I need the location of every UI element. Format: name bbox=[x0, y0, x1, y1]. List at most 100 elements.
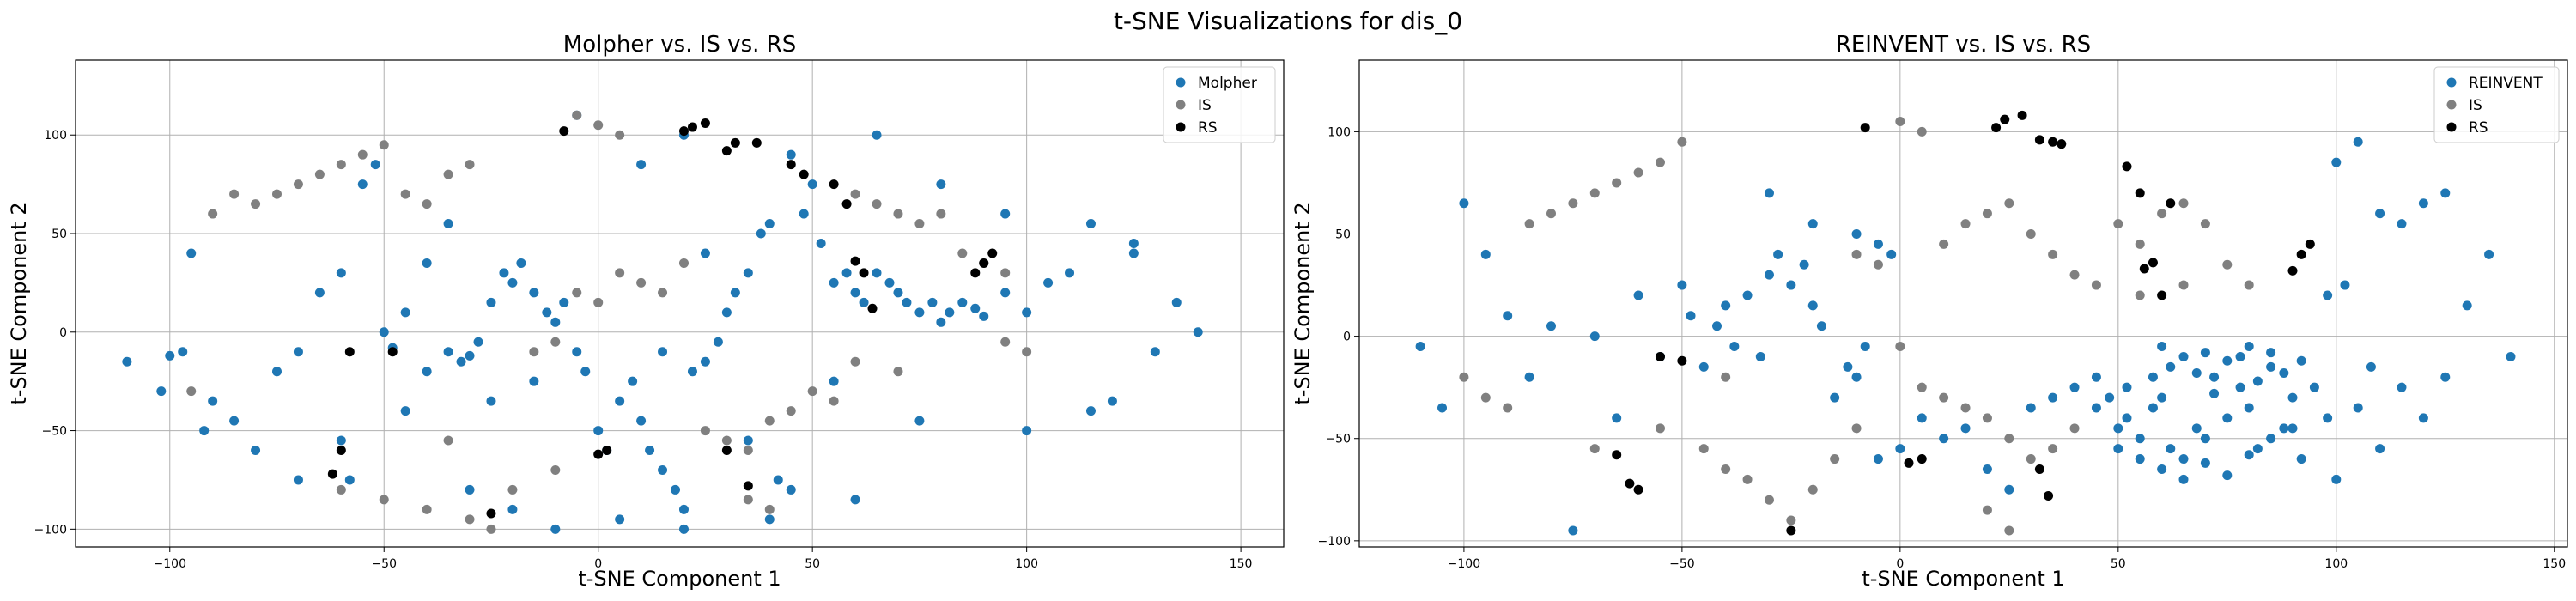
point-is bbox=[1851, 423, 1862, 434]
point-molpher bbox=[1128, 248, 1139, 258]
point-is bbox=[1917, 126, 1927, 137]
x-tick-label: −100 bbox=[1448, 557, 1480, 571]
point-reinvent bbox=[2244, 450, 2254, 460]
point-is bbox=[850, 189, 860, 199]
point-is bbox=[572, 288, 582, 298]
point-is bbox=[1000, 337, 1011, 347]
point-molpher bbox=[945, 307, 955, 318]
point-molpher bbox=[379, 327, 389, 337]
point-molpher bbox=[507, 277, 518, 288]
point-reinvent bbox=[2279, 423, 2289, 434]
point-rs bbox=[700, 118, 710, 128]
point-molpher bbox=[756, 228, 766, 239]
point-is bbox=[1982, 413, 1992, 423]
point-molpher bbox=[186, 248, 197, 258]
point-reinvent bbox=[2222, 470, 2233, 481]
point-is bbox=[443, 169, 453, 179]
point-molpher bbox=[165, 350, 175, 361]
point-is bbox=[850, 356, 860, 367]
point-is bbox=[1677, 137, 1687, 147]
point-rs bbox=[602, 446, 612, 456]
point-reinvent bbox=[2340, 280, 2350, 290]
point-reinvent bbox=[1807, 219, 1818, 229]
point-molpher bbox=[764, 514, 775, 525]
point-reinvent bbox=[1437, 403, 1448, 413]
point-molpher bbox=[199, 426, 210, 436]
point-molpher bbox=[957, 297, 968, 307]
point-molpher bbox=[914, 416, 925, 426]
point-molpher bbox=[936, 317, 946, 327]
point-molpher bbox=[687, 367, 697, 377]
y-tick-label: 100 bbox=[1327, 125, 1351, 139]
point-molpher bbox=[486, 297, 496, 307]
point-reinvent bbox=[2440, 372, 2451, 382]
point-reinvent bbox=[1712, 321, 1722, 331]
point-rs bbox=[2034, 464, 2044, 474]
point-reinvent bbox=[2148, 403, 2158, 413]
point-rs bbox=[1904, 458, 1914, 468]
point-molpher bbox=[357, 179, 368, 190]
point-molpher bbox=[572, 347, 582, 357]
point-is bbox=[593, 120, 604, 131]
point-is bbox=[507, 484, 518, 495]
point-is bbox=[743, 446, 753, 456]
point-reinvent bbox=[2157, 392, 2167, 403]
point-molpher bbox=[1085, 406, 1096, 416]
point-reinvent bbox=[2178, 454, 2189, 464]
point-molpher bbox=[1085, 219, 1096, 229]
point-is bbox=[465, 160, 475, 170]
point-is bbox=[1982, 505, 1992, 515]
point-rs bbox=[721, 446, 732, 456]
point-molpher bbox=[542, 307, 552, 318]
point-molpher bbox=[465, 484, 475, 495]
point-molpher bbox=[700, 356, 710, 367]
point-reinvent bbox=[2252, 376, 2263, 386]
point-reinvent bbox=[1764, 270, 1774, 280]
point-rs bbox=[1655, 351, 1665, 361]
point-rs bbox=[841, 199, 852, 209]
point-reinvent bbox=[2484, 249, 2494, 259]
point-rs bbox=[970, 268, 981, 278]
point-rs bbox=[850, 256, 860, 266]
point-is bbox=[1830, 454, 1840, 464]
point-is bbox=[893, 209, 903, 219]
point-is bbox=[486, 524, 496, 534]
point-is bbox=[336, 484, 346, 495]
point-rs bbox=[327, 469, 337, 479]
point-molpher bbox=[370, 160, 380, 170]
point-rs bbox=[1860, 123, 1870, 133]
point-reinvent bbox=[2418, 413, 2428, 423]
point-is bbox=[1851, 249, 1862, 259]
point-molpher bbox=[799, 209, 809, 219]
y-tick-label: 100 bbox=[44, 129, 67, 143]
point-is bbox=[422, 199, 432, 209]
point-reinvent bbox=[1677, 280, 1687, 290]
point-is bbox=[1633, 167, 1643, 178]
point-is bbox=[914, 219, 925, 229]
point-is bbox=[186, 386, 197, 397]
point-reinvent bbox=[2418, 198, 2428, 209]
point-reinvent bbox=[2266, 348, 2276, 358]
point-is bbox=[786, 406, 796, 416]
point-molpher bbox=[1171, 297, 1182, 307]
point-is bbox=[293, 179, 303, 190]
point-reinvent bbox=[2222, 413, 2233, 423]
point-reinvent bbox=[2209, 388, 2220, 398]
point-is bbox=[208, 209, 218, 219]
point-rs bbox=[799, 169, 809, 179]
point-molpher bbox=[658, 347, 668, 357]
point-rs bbox=[2017, 110, 2027, 120]
point-reinvent bbox=[2122, 413, 2132, 423]
point-molpher bbox=[550, 317, 561, 327]
x-axis-label: t-SNE Component 1 bbox=[1862, 567, 2064, 591]
point-reinvent bbox=[1589, 331, 1600, 342]
point-molpher bbox=[678, 504, 689, 514]
point-reinvent bbox=[1830, 392, 1840, 403]
point-reinvent bbox=[2375, 444, 2385, 454]
point-reinvent bbox=[1786, 280, 1796, 290]
point-rs bbox=[2034, 135, 2044, 145]
point-molpher bbox=[516, 258, 526, 268]
x-tick-label: −50 bbox=[371, 557, 397, 571]
point-is bbox=[1742, 474, 1753, 484]
point-reinvent bbox=[2375, 209, 2385, 219]
